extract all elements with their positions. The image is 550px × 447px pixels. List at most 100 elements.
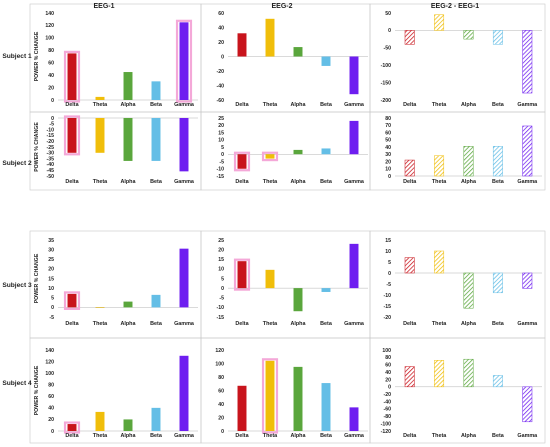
- category-label: Gamma: [174, 433, 195, 439]
- y-tick-label: 140: [45, 11, 54, 17]
- y-tick-label: -5: [49, 122, 54, 128]
- category-label: Beta: [320, 179, 333, 185]
- bar-beta: [151, 294, 161, 308]
- bar-theta: [265, 154, 275, 159]
- bar-delta: [67, 118, 77, 153]
- y-tick-label: 70: [385, 123, 391, 129]
- y-tick-label: 80: [385, 116, 391, 122]
- category-label: Gamma: [517, 102, 538, 108]
- bar-alpha: [123, 301, 133, 308]
- y-tick-label: 20: [218, 247, 224, 253]
- category-label: Gamma: [174, 102, 195, 108]
- bar-beta: [151, 81, 161, 100]
- y-tick-label: -50: [47, 174, 55, 180]
- bar-beta: [321, 288, 331, 292]
- category-label: Delta: [403, 102, 417, 108]
- y-tick-label: 0: [221, 286, 224, 292]
- chart-subject-1-eeg2: -60 -40 -20 0 20 40 60 Delta Theta Alpha Beta Gamma: [217, 11, 368, 108]
- y-tick-label: 50: [385, 11, 391, 17]
- category-label: Delta: [65, 102, 79, 108]
- category-label: Theta: [432, 179, 447, 185]
- bar-alpha: [293, 47, 303, 57]
- y-tick-label: -100: [381, 63, 391, 69]
- y-tick-label: 20: [48, 417, 54, 423]
- category-label: Gamma: [344, 102, 365, 108]
- bar-beta: [151, 118, 161, 161]
- y-tick-label: 15: [48, 276, 54, 282]
- y-tick-label: -20: [384, 392, 392, 398]
- y-tick-label: 25: [48, 257, 54, 263]
- bar-highlight: [63, 421, 81, 434]
- y-tick-label: 40: [385, 145, 391, 151]
- y-tick-label: 20: [218, 40, 224, 46]
- y-tick-label: -200: [381, 98, 391, 104]
- bar-highlight: [63, 115, 81, 156]
- bar-highlight: [63, 291, 81, 310]
- category-label: Theta: [263, 102, 278, 108]
- y-tick-label: 80: [48, 48, 54, 54]
- category-label: Theta: [432, 433, 447, 439]
- category-label: Gamma: [174, 179, 195, 185]
- y-tick-label: -15: [47, 133, 55, 139]
- category-label: Theta: [432, 102, 447, 108]
- category-label: Beta: [150, 433, 163, 439]
- y-tick-label: -150: [381, 80, 391, 86]
- bar-delta: [237, 154, 247, 169]
- y-tick-label: 0: [51, 116, 54, 122]
- y-tick-label: -10: [384, 293, 392, 299]
- bar-highlight: [63, 50, 81, 103]
- y-tick-label: 10: [48, 286, 54, 292]
- y-tick-label: 50: [385, 138, 391, 144]
- y-tick-label: 5: [221, 276, 224, 282]
- bar-gamma: [349, 56, 359, 95]
- bar-gamma: [179, 118, 189, 172]
- bar-alpha: [123, 419, 133, 431]
- y-tick-label: 60: [385, 363, 391, 369]
- y-tick-label: 25: [218, 116, 224, 122]
- category-label: Delta: [65, 321, 79, 327]
- bar-theta: [434, 14, 445, 31]
- bar-theta: [434, 155, 445, 177]
- y-tick-label: 0: [388, 174, 391, 180]
- y-tick-label: -30: [47, 151, 55, 157]
- category-label: Gamma: [344, 433, 365, 439]
- bar-alpha: [293, 149, 303, 155]
- y-axis-label: POWER % CHANGE: [34, 31, 40, 81]
- y-tick-label: 80: [385, 355, 391, 361]
- category-label: Gamma: [517, 179, 538, 185]
- y-tick-label: 20: [48, 85, 54, 91]
- y-tick-label: 20: [218, 415, 224, 421]
- y-tick-label: 20: [385, 377, 391, 383]
- y-tick-label: 100: [215, 361, 224, 367]
- chart-subject-4-eeg2: 0 20 40 60 80 100 120 Delta Theta Alpha Beta Gamma: [215, 348, 368, 439]
- y-tick-label: -120: [381, 429, 391, 435]
- category-label: Alpha: [291, 321, 307, 327]
- row-label-subject-4: Subject 4: [2, 380, 32, 387]
- bar-delta: [404, 257, 415, 274]
- category-label: Gamma: [344, 179, 365, 185]
- bar-highlight: [233, 258, 251, 291]
- y-tick-label: 5: [51, 296, 54, 302]
- y-tick-label: -5: [49, 315, 54, 321]
- category-label: Alpha: [121, 321, 137, 327]
- category-label: Theta: [263, 433, 278, 439]
- y-tick-label: 100: [45, 371, 54, 377]
- bar-gamma: [179, 355, 189, 431]
- bar-gamma: [349, 407, 359, 431]
- bar-alpha: [123, 72, 133, 100]
- bar-gamma: [522, 386, 533, 423]
- category-label: Gamma: [517, 321, 538, 327]
- bar-theta: [95, 411, 105, 431]
- y-tick-label: 15: [385, 238, 391, 244]
- y-tick-label: 40: [48, 73, 54, 79]
- y-tick-label: -10: [217, 305, 225, 311]
- y-tick-label: 80: [48, 383, 54, 389]
- y-tick-label: 30: [385, 152, 391, 158]
- y-tick-label: 120: [45, 359, 54, 365]
- category-label: Alpha: [121, 433, 137, 439]
- category-label: Alpha: [121, 179, 137, 185]
- y-tick-label: 120: [45, 23, 54, 29]
